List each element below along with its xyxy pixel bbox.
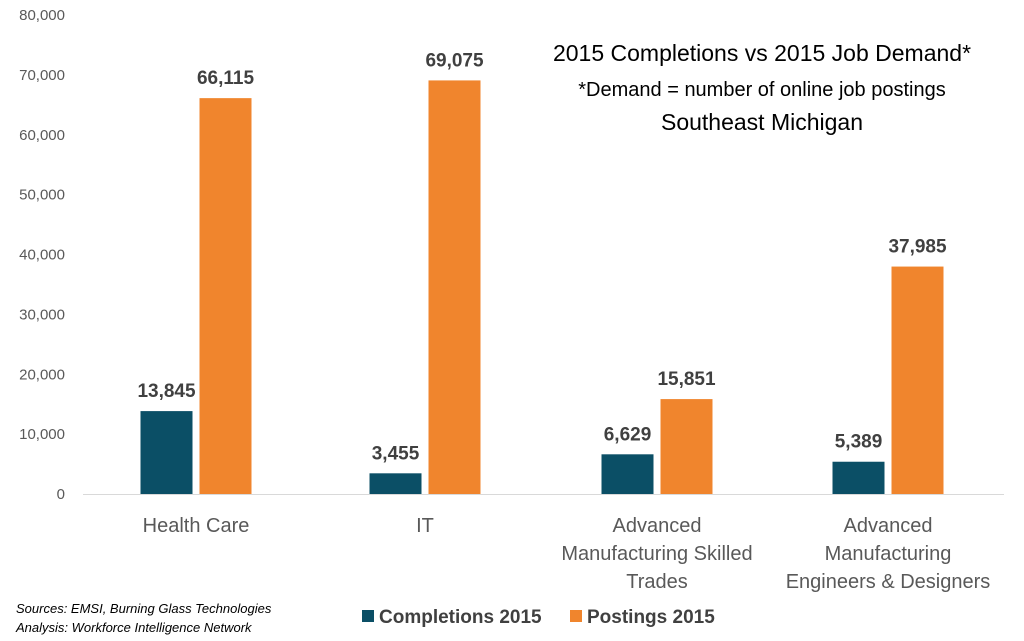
category-label-line: Trades xyxy=(626,571,688,593)
category-label: IT xyxy=(416,515,434,537)
category-label: Advanced Manufacturing Engineers & Designe… xyxy=(786,515,991,593)
category-label: Health Care xyxy=(143,515,250,537)
chart-title-block: 2015 Completions vs 2015 Job Demand* *De… xyxy=(553,40,971,135)
category-label-line: Health Care xyxy=(143,515,250,537)
y-tick-label: 30,000 xyxy=(19,306,65,323)
bar-completions xyxy=(832,461,885,494)
data-label: 15,851 xyxy=(657,369,716,390)
bar-completions xyxy=(140,411,193,494)
data-label: 69,075 xyxy=(425,50,484,71)
bar-postings xyxy=(660,399,713,494)
y-tick-label: 20,000 xyxy=(19,366,65,383)
data-label: 5,389 xyxy=(835,432,883,453)
bar-postings xyxy=(199,98,252,494)
category-labels: Health Care IT Advanced Manufacturing Skill… xyxy=(143,515,991,593)
legend-label-postings: Postings 2015 xyxy=(587,607,715,628)
category-label-line: Manufacturing xyxy=(825,543,952,565)
data-labels: 13,845 66,115 3,455 69,075 6,629 15,851 5,389 3… xyxy=(137,50,947,464)
legend-label-completions: Completions 2015 xyxy=(379,607,542,628)
y-tick-label: 40,000 xyxy=(19,247,65,264)
y-tick-label: 80,000 xyxy=(19,7,65,24)
category-label-line: Manufacturing Skilled xyxy=(561,543,752,565)
legend-swatch-completions xyxy=(362,610,374,622)
y-tick-label: 70,000 xyxy=(19,67,65,84)
y-tick-label: 60,000 xyxy=(19,127,65,144)
bar-postings xyxy=(891,266,944,494)
sources-block: Sources: EMSI, Burning Glass Technologie… xyxy=(15,601,272,635)
data-label: 66,115 xyxy=(197,68,254,89)
y-tick-label: 0 xyxy=(57,486,65,503)
data-label: 3,455 xyxy=(372,443,420,464)
bar-postings xyxy=(428,80,481,494)
y-axis: 0 10,000 20,000 30,000 40,000 50,000 60,000 70,… xyxy=(19,7,65,503)
legend-swatch-postings xyxy=(570,610,582,622)
sources-line-2: Analysis: Workforce Intelligence Network xyxy=(15,620,253,635)
category-label: Advanced Manufacturing Skilled Trades xyxy=(561,515,752,593)
bar-completions xyxy=(369,473,422,494)
chart-subtitle: *Demand = number of online job postings xyxy=(578,79,945,101)
data-label: 13,845 xyxy=(137,381,196,402)
legend: Completions 2015 Postings 2015 xyxy=(362,607,715,628)
chart-region: Southeast Michigan xyxy=(661,109,863,135)
category-label-line: Advanced xyxy=(613,515,702,537)
sources-line-1: Sources: EMSI, Burning Glass Technologie… xyxy=(16,601,272,616)
y-tick-label: 10,000 xyxy=(19,426,65,443)
category-label-line: Advanced xyxy=(844,515,933,537)
data-label: 37,985 xyxy=(888,237,947,258)
chart-title: 2015 Completions vs 2015 Job Demand* xyxy=(553,40,971,66)
bars xyxy=(140,80,944,494)
data-label: 6,629 xyxy=(604,424,652,445)
bar-completions xyxy=(601,454,654,494)
category-label-line: IT xyxy=(416,515,434,537)
y-tick-label: 50,000 xyxy=(19,187,65,204)
category-label-line: Engineers & Designers xyxy=(786,571,991,593)
